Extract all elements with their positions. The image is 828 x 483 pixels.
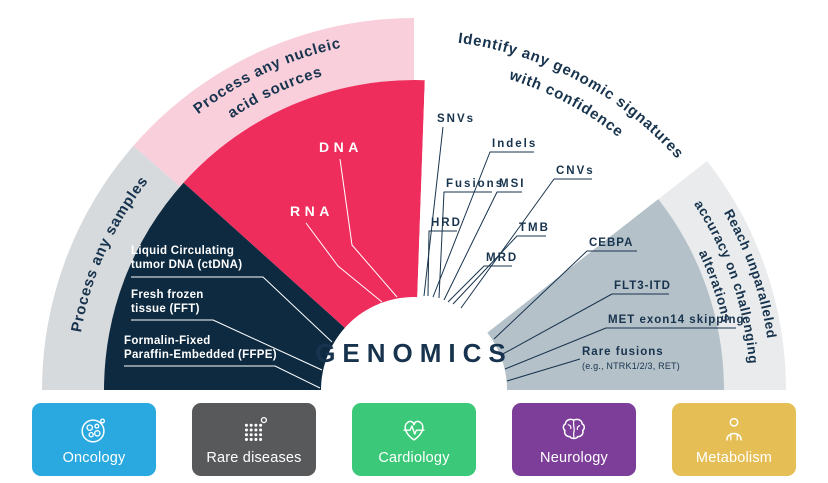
- connector-snvs: [423, 126, 444, 297]
- connector-fft: [131, 319, 323, 371]
- connector-tmb: [452, 235, 546, 305]
- label-ffpe-line2: Paraffin-Embedded (FFPE): [124, 349, 277, 361]
- label-cebpa: CEBPA: [589, 237, 633, 249]
- card-label-rare-diseases: Rare diseases: [206, 450, 302, 466]
- center-title: GENOMICS: [315, 338, 513, 368]
- card-label-cardiology: Cardiology: [378, 450, 450, 466]
- band-accuracy: [658, 161, 786, 390]
- heart-pulse-icon: [403, 420, 425, 441]
- label-flt3-itd: FLT3-ITD: [614, 280, 671, 292]
- samples-wedge: [104, 182, 414, 390]
- label-indels: Indels: [492, 138, 537, 150]
- card-metabolism[interactable]: Metabolism: [672, 403, 796, 476]
- person-icon: [726, 417, 742, 441]
- label-ctdna-line2: tumor DNA (ctDNA): [131, 259, 242, 271]
- label-ctdna-line1: Liquid Circulating: [131, 245, 234, 257]
- band-samples: [42, 145, 180, 390]
- label-rare-fusions: Rare fusions: [582, 346, 664, 358]
- card-cardiology[interactable]: Cardiology: [352, 403, 476, 476]
- label-fft-line1: Fresh frozen: [131, 289, 204, 301]
- center-hub: [321, 297, 507, 400]
- connector-ffpe: [124, 365, 321, 389]
- connector-ctdna: [131, 276, 333, 343]
- category-cards: Oncology Rare diseases Cardiology: [0, 403, 828, 476]
- label-mrd: MRD: [486, 252, 518, 264]
- label-msi: MSI: [499, 178, 525, 190]
- connector-hrd: [427, 230, 457, 297]
- label-ffpe-line1: Formalin-Fixed: [124, 335, 211, 347]
- signatures-wedge: [414, 80, 659, 390]
- connector-fusions: [438, 191, 492, 299]
- connector-msi: [443, 191, 522, 301]
- connector-indels: [432, 151, 534, 298]
- connector-mrd: [447, 265, 512, 303]
- label-rare-fusions-note: (e.g., NTRK1/2/3, RET): [582, 361, 680, 371]
- connector-met: [504, 327, 736, 370]
- card-neurology[interactable]: Neurology: [512, 403, 636, 476]
- band-nucleic: [133, 18, 415, 187]
- band-signatures: [414, 18, 708, 200]
- brain-icon: [562, 418, 586, 440]
- label-met-exon14: MET exon14 skipping: [608, 314, 745, 326]
- card-label-neurology: Neurology: [540, 450, 608, 466]
- connector-flt3: [500, 293, 669, 356]
- label-dna: DNA: [319, 139, 363, 155]
- card-oncology[interactable]: Oncology: [32, 403, 156, 476]
- card-rare-diseases[interactable]: Rare diseases: [192, 403, 316, 476]
- connector-cnvs: [460, 178, 592, 309]
- label-fusions: Fusions: [446, 178, 504, 190]
- card-label-metabolism: Metabolism: [695, 450, 773, 466]
- label-cnvs: CNVs: [556, 165, 595, 177]
- label-tmb: TMB: [519, 222, 550, 234]
- genomics-arch: Liquid Circulating tumor DNA (ctDNA) Fre…: [42, 18, 786, 400]
- connector-rna: [305, 222, 383, 303]
- label-fft-line2: tissue (FFT): [131, 303, 200, 315]
- card-label-oncology: Oncology: [62, 450, 126, 466]
- connector-dna: [339, 158, 398, 298]
- cells-icon: [81, 418, 106, 443]
- label-hrd: HRD: [431, 217, 462, 229]
- connector-rare-fusions: [506, 358, 581, 382]
- label-snvs: SNVs: [437, 113, 475, 125]
- label-rna: RNA: [290, 203, 334, 219]
- dots-icon: [244, 416, 268, 441]
- connector-cebpa: [493, 250, 637, 340]
